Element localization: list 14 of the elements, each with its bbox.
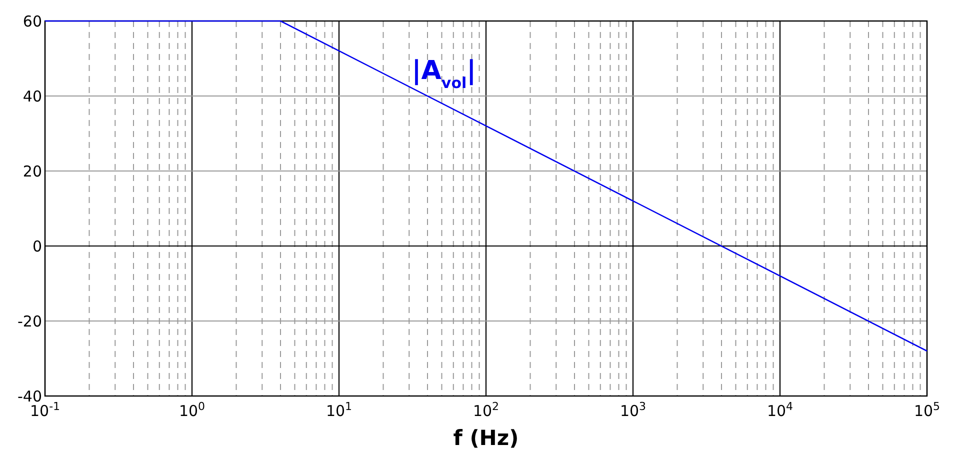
series-label: |A$_{vol}$| [412, 56, 476, 92]
y-tick-label: 40 [22, 87, 42, 106]
y-tick-label: 20 [22, 162, 42, 180]
x-axis-title: f (Hz) [453, 426, 519, 450]
y-tick-label: -20 [18, 312, 42, 330]
y-tick-label: 60 [22, 12, 42, 30]
x-tick-label: 10$^{1}$ [326, 400, 352, 420]
x-tick-label: 10$^{0}$ [178, 400, 206, 420]
y-tick-label: -40 [18, 387, 42, 406]
x-tick-label: 10$^{4}$ [766, 400, 794, 420]
x-tick-label: 10$^{2}$ [472, 400, 500, 420]
y-tick-label: 0 [32, 237, 42, 256]
x-tick-label: 10$^{3}$ [620, 400, 646, 420]
x-tick-label: 10$^{5}$ [914, 400, 940, 420]
